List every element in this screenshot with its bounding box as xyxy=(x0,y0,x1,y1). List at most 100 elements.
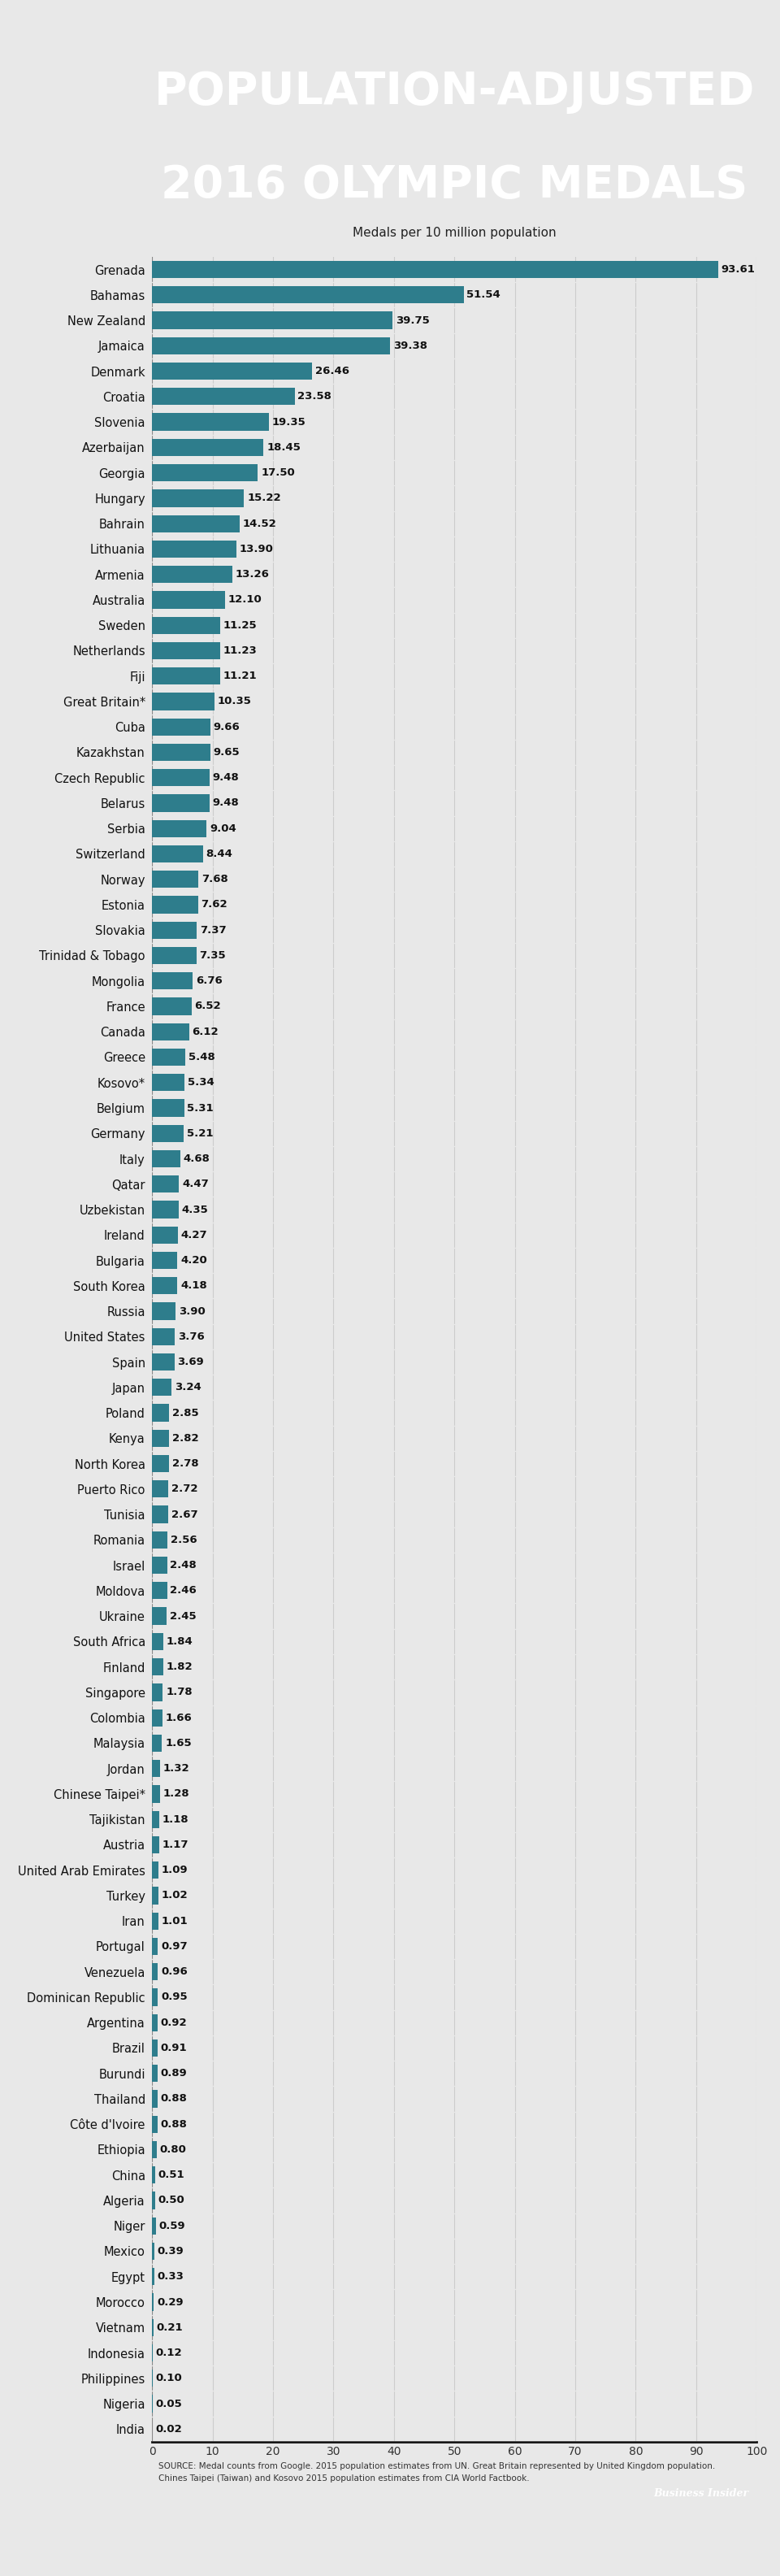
Bar xyxy=(152,2089,158,2107)
Bar xyxy=(152,896,198,914)
Text: 14.52: 14.52 xyxy=(243,518,277,528)
Text: 13.26: 13.26 xyxy=(236,569,269,580)
Bar xyxy=(152,2014,158,2032)
Text: 7.37: 7.37 xyxy=(200,925,226,935)
Bar xyxy=(152,1989,158,2007)
Text: 0.29: 0.29 xyxy=(157,2298,183,2308)
Bar xyxy=(152,1023,189,1041)
Bar xyxy=(152,541,236,556)
Text: 10.35: 10.35 xyxy=(218,696,252,706)
Bar xyxy=(152,641,220,659)
Text: 1.28: 1.28 xyxy=(163,1788,190,1798)
Text: 5.31: 5.31 xyxy=(187,1103,214,1113)
Text: 0.95: 0.95 xyxy=(161,1991,187,2002)
Bar xyxy=(152,1507,168,1522)
Bar xyxy=(152,1685,163,1700)
Bar xyxy=(152,971,193,989)
Bar xyxy=(152,438,264,456)
Text: 9.48: 9.48 xyxy=(212,773,239,783)
Bar xyxy=(152,590,225,608)
Bar xyxy=(152,1352,175,1370)
Text: 0.51: 0.51 xyxy=(158,2169,185,2179)
Text: 1.65: 1.65 xyxy=(165,1739,192,1749)
Text: 26.46: 26.46 xyxy=(315,366,349,376)
Bar xyxy=(152,719,211,737)
Bar xyxy=(152,1911,158,1929)
Text: 9.04: 9.04 xyxy=(210,824,236,835)
Bar xyxy=(152,2192,155,2210)
Bar xyxy=(152,693,214,711)
Text: 0.10: 0.10 xyxy=(156,2372,183,2383)
Bar xyxy=(152,1837,159,1852)
Text: 2.72: 2.72 xyxy=(172,1484,198,1494)
Bar xyxy=(152,948,197,963)
Bar xyxy=(152,871,199,889)
Text: 3.76: 3.76 xyxy=(178,1332,204,1342)
Bar xyxy=(152,389,295,404)
Bar xyxy=(152,2141,157,2159)
Text: 2.56: 2.56 xyxy=(171,1535,197,1546)
Bar xyxy=(152,744,211,760)
Text: 1.32: 1.32 xyxy=(163,1762,190,1775)
Text: 3.69: 3.69 xyxy=(177,1358,204,1368)
Bar xyxy=(152,1556,167,1574)
Text: 18.45: 18.45 xyxy=(267,443,300,453)
Text: 2.46: 2.46 xyxy=(170,1584,197,1597)
Text: 0.21: 0.21 xyxy=(157,2321,183,2334)
Text: 17.50: 17.50 xyxy=(261,466,295,479)
Bar xyxy=(152,1659,163,1674)
Bar xyxy=(152,2040,158,2056)
Text: 0.02: 0.02 xyxy=(155,2424,182,2434)
Bar xyxy=(152,515,240,533)
Bar xyxy=(152,1303,176,1319)
Text: 8.44: 8.44 xyxy=(206,848,233,860)
Bar xyxy=(152,2115,158,2133)
Text: 1.09: 1.09 xyxy=(161,1865,188,1875)
Text: 0.59: 0.59 xyxy=(158,2221,185,2231)
Text: 0.33: 0.33 xyxy=(157,2272,184,2282)
Text: SOURCE: Medal counts from Google. 2015 population estimates from UN. Great Brita: SOURCE: Medal counts from Google. 2015 p… xyxy=(158,2463,715,2483)
Text: 1.78: 1.78 xyxy=(166,1687,193,1698)
Text: 7.35: 7.35 xyxy=(200,951,226,961)
Bar xyxy=(152,2267,154,2285)
Text: 0.80: 0.80 xyxy=(160,2143,186,2156)
Bar xyxy=(152,1126,183,1141)
Bar xyxy=(152,1785,160,1803)
Text: 0.88: 0.88 xyxy=(161,2120,187,2130)
Bar xyxy=(152,2244,154,2259)
Text: 1.02: 1.02 xyxy=(161,1891,188,1901)
Bar xyxy=(152,1607,167,1625)
Bar xyxy=(152,1252,178,1270)
Bar xyxy=(152,997,192,1015)
Text: 0.05: 0.05 xyxy=(155,2398,182,2409)
Text: 5.34: 5.34 xyxy=(187,1077,214,1087)
Text: 0.88: 0.88 xyxy=(161,2094,187,2105)
Bar xyxy=(152,1937,158,1955)
Text: 2.45: 2.45 xyxy=(170,1610,197,1620)
Bar xyxy=(152,567,232,582)
Bar xyxy=(152,1582,167,1600)
Text: 2.78: 2.78 xyxy=(172,1458,198,1468)
Text: 19.35: 19.35 xyxy=(272,417,306,428)
Bar xyxy=(152,286,463,304)
Bar xyxy=(152,1378,172,1396)
Text: 1.17: 1.17 xyxy=(162,1839,189,1850)
Text: 11.25: 11.25 xyxy=(223,621,257,631)
Bar xyxy=(152,1100,184,1115)
Text: 2.82: 2.82 xyxy=(172,1432,199,1443)
Text: 9.65: 9.65 xyxy=(214,747,240,757)
Bar xyxy=(152,1200,179,1218)
Text: 0.39: 0.39 xyxy=(158,2246,184,2257)
Text: 7.62: 7.62 xyxy=(201,899,228,909)
Bar xyxy=(152,1862,158,1878)
Bar xyxy=(152,2218,156,2233)
Text: 4.35: 4.35 xyxy=(182,1206,208,1216)
Text: 6.52: 6.52 xyxy=(194,1002,221,1012)
Text: 2.67: 2.67 xyxy=(172,1510,198,1520)
Text: 1.84: 1.84 xyxy=(166,1636,193,1646)
Bar xyxy=(152,1175,179,1193)
Bar xyxy=(152,2293,154,2311)
Bar xyxy=(152,1226,178,1244)
Text: 0.50: 0.50 xyxy=(158,2195,185,2205)
Text: 2.85: 2.85 xyxy=(172,1406,199,1419)
